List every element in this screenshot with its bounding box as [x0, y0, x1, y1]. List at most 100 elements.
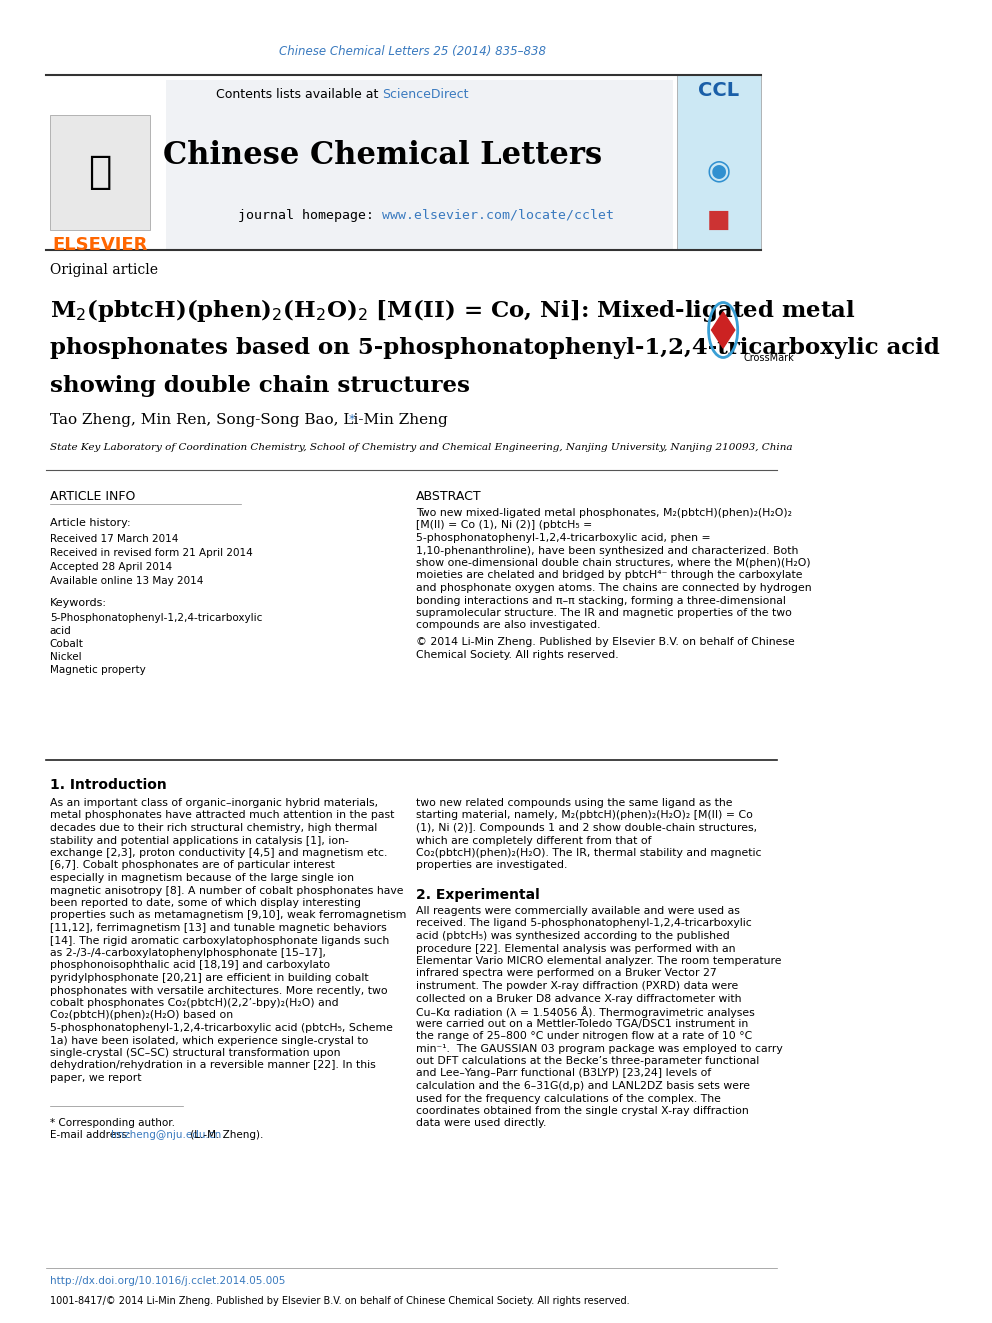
- Text: magnetic anisotropy [8]. A number of cobalt phosphonates have: magnetic anisotropy [8]. A number of cob…: [50, 885, 404, 896]
- Text: Cobalt: Cobalt: [50, 639, 83, 650]
- Text: [14]. The rigid aromatic carboxylatophosphonate ligands such: [14]. The rigid aromatic carboxylatophos…: [50, 935, 389, 946]
- Text: 5-Phosphonatophenyl-1,2,4-tricarboxylic: 5-Phosphonatophenyl-1,2,4-tricarboxylic: [50, 613, 262, 623]
- FancyBboxPatch shape: [50, 115, 150, 230]
- Text: Original article: Original article: [50, 263, 158, 277]
- Text: ScienceDirect: ScienceDirect: [382, 89, 469, 102]
- Text: Contents lists available at: Contents lists available at: [216, 89, 382, 102]
- Text: Co₂(pbtcH)(phen)₂(H₂O) based on: Co₂(pbtcH)(phen)₂(H₂O) based on: [50, 1011, 233, 1020]
- Text: starting material, namely, M₂(pbtcH)(phen)₂(H₂O)₂ [M(II) = Co: starting material, namely, M₂(pbtcH)(phe…: [416, 811, 753, 820]
- Text: Accepted 28 April 2014: Accepted 28 April 2014: [50, 562, 172, 572]
- Text: dehydration/rehydration in a reversible manner [22]. In this: dehydration/rehydration in a reversible …: [50, 1061, 376, 1070]
- Text: min⁻¹.  The GAUSSIAN 03 program package was employed to carry: min⁻¹. The GAUSSIAN 03 program package w…: [416, 1044, 783, 1053]
- Text: Two new mixed-ligated metal phosphonates, M₂(pbtcH)(phen)₂(H₂O)₂: Two new mixed-ligated metal phosphonates…: [416, 508, 792, 519]
- Text: showing double chain structures: showing double chain structures: [50, 374, 470, 397]
- Text: ◉: ◉: [707, 156, 731, 184]
- Text: Received 17 March 2014: Received 17 March 2014: [50, 534, 179, 544]
- Text: [M(II) = Co (1), Ni (2)] (pbtcH₅ =: [M(II) = Co (1), Ni (2)] (pbtcH₅ =: [416, 520, 592, 531]
- Text: (1), Ni (2)]. Compounds 1 and 2 show double-chain structures,: (1), Ni (2)]. Compounds 1 and 2 show dou…: [416, 823, 757, 833]
- Text: ELSEVIER: ELSEVIER: [52, 235, 148, 254]
- Text: [6,7]. Cobalt phosphonates are of particular interest: [6,7]. Cobalt phosphonates are of partic…: [50, 860, 334, 871]
- Text: 1001-8417/© 2014 Li-Min Zheng. Published by Elsevier B.V. on behalf of Chinese C: 1001-8417/© 2014 Li-Min Zheng. Published…: [50, 1297, 630, 1306]
- Text: which are completely different from that of: which are completely different from that…: [416, 836, 651, 845]
- Text: phosphonoisophthalic acid [18,19] and carboxylato: phosphonoisophthalic acid [18,19] and ca…: [50, 960, 330, 971]
- Text: State Key Laboratory of Coordination Chemistry, School of Chemistry and Chemical: State Key Laboratory of Coordination Che…: [50, 443, 793, 452]
- Text: acid (pbtcH₅) was synthesized according to the published: acid (pbtcH₅) was synthesized according …: [416, 931, 729, 941]
- Text: calculation and the 6–31G(d,p) and LANL2DZ basis sets were: calculation and the 6–31G(d,p) and LANL2…: [416, 1081, 750, 1091]
- Text: infrared spectra were performed on a Bruker Vector 27: infrared spectra were performed on a Bru…: [416, 968, 716, 979]
- Text: 1a) have been isolated, which experience single-crystal to: 1a) have been isolated, which experience…: [50, 1036, 368, 1045]
- Text: (L.-M. Zheng).: (L.-M. Zheng).: [187, 1130, 264, 1139]
- Text: especially in magnetism because of the large single ion: especially in magnetism because of the l…: [50, 873, 354, 882]
- Text: Cu–Kα radiation (λ = 1.54056 Å). Thermogravimetric analyses: Cu–Kα radiation (λ = 1.54056 Å). Thermog…: [416, 1005, 754, 1017]
- FancyBboxPatch shape: [46, 75, 167, 250]
- Text: phosphonates with versatile architectures. More recently, two: phosphonates with versatile architecture…: [50, 986, 388, 995]
- Text: pyridylphosphonate [20,21] are efficient in building cobalt: pyridylphosphonate [20,21] are efficient…: [50, 972, 368, 983]
- Text: been reported to date, some of which display interesting: been reported to date, some of which dis…: [50, 898, 361, 908]
- Text: * Corresponding author.: * Corresponding author.: [50, 1118, 175, 1127]
- Text: two new related compounds using the same ligand as the: two new related compounds using the same…: [416, 798, 732, 808]
- Text: bonding interactions and π–π stacking, forming a three-dimensional: bonding interactions and π–π stacking, f…: [416, 595, 786, 606]
- Text: Co₂(pbtcH)(phen)₂(H₂O). The IR, thermal stability and magnetic: Co₂(pbtcH)(phen)₂(H₂O). The IR, thermal …: [416, 848, 761, 859]
- Text: coordinates obtained from the single crystal X-ray diffraction: coordinates obtained from the single cry…: [416, 1106, 748, 1117]
- Text: the range of 25–800 °C under nitrogen flow at a rate of 10 °C: the range of 25–800 °C under nitrogen fl…: [416, 1031, 752, 1041]
- Text: www.elsevier.com/locate/cclet: www.elsevier.com/locate/cclet: [382, 209, 614, 221]
- Text: Keywords:: Keywords:: [50, 598, 107, 609]
- Text: Elementar Vario MICRO elemental analyzer. The room temperature: Elementar Vario MICRO elemental analyzer…: [416, 957, 781, 966]
- Text: [11,12], ferrimagnetism [13] and tunable magnetic behaviors: [11,12], ferrimagnetism [13] and tunable…: [50, 923, 387, 933]
- Text: lmzheng@nju.edu.cn: lmzheng@nju.edu.cn: [110, 1130, 221, 1139]
- Text: metal phosphonates have attracted much attention in the past: metal phosphonates have attracted much a…: [50, 811, 394, 820]
- Text: procedure [22]. Elemental analysis was performed with an: procedure [22]. Elemental analysis was p…: [416, 943, 735, 954]
- Text: out DFT calculations at the Becke’s three-parameter functional: out DFT calculations at the Becke’s thre…: [416, 1056, 759, 1066]
- Text: Available online 13 May 2014: Available online 13 May 2014: [50, 576, 203, 586]
- Text: 5-phosphonatophenyl-1,2,4-tricarboxylic acid (pbtcH₅, Scheme: 5-phosphonatophenyl-1,2,4-tricarboxylic …: [50, 1023, 393, 1033]
- FancyBboxPatch shape: [50, 79, 674, 250]
- Polygon shape: [711, 312, 735, 348]
- Text: journal homepage:: journal homepage:: [238, 209, 382, 221]
- Text: collected on a Bruker D8 advance X-ray diffractometer with: collected on a Bruker D8 advance X-ray d…: [416, 994, 741, 1004]
- Text: All reagents were commercially available and were used as: All reagents were commercially available…: [416, 906, 739, 916]
- Text: CrossMark: CrossMark: [744, 353, 795, 363]
- Text: stability and potential applications in catalysis [1], ion-: stability and potential applications in …: [50, 836, 349, 845]
- Text: exchange [2,3], proton conductivity [4,5] and magnetism etc.: exchange [2,3], proton conductivity [4,5…: [50, 848, 387, 859]
- Text: decades due to their rich structural chemistry, high thermal: decades due to their rich structural che…: [50, 823, 377, 833]
- Text: M$_2$(pbtcH)(phen)$_2$(H$_2$O)$_2$ [M(II) = Co, Ni]: Mixed-ligated metal: M$_2$(pbtcH)(phen)$_2$(H$_2$O)$_2$ [M(II…: [50, 296, 855, 324]
- Text: cobalt phosphonates Co₂(pbtcH)(2,2’-bpy)₂(H₂O) and: cobalt phosphonates Co₂(pbtcH)(2,2’-bpy)…: [50, 998, 338, 1008]
- Text: Magnetic property: Magnetic property: [50, 665, 146, 675]
- Text: Chemical Society. All rights reserved.: Chemical Society. All rights reserved.: [416, 650, 618, 659]
- Text: Nickel: Nickel: [50, 652, 81, 662]
- Text: moieties are chelated and bridged by pbtcH⁴⁻ through the carboxylate: moieties are chelated and bridged by pbt…: [416, 570, 803, 581]
- Text: show one-dimensional double chain structures, where the M(phen)(H₂O): show one-dimensional double chain struct…: [416, 558, 810, 568]
- Text: properties such as metamagnetism [9,10], weak ferromagnetism: properties such as metamagnetism [9,10],…: [50, 910, 407, 921]
- Text: single-crystal (SC–SC) structural transformation upon: single-crystal (SC–SC) structural transf…: [50, 1048, 340, 1058]
- Text: and Lee–Yang–Parr functional (B3LYP) [23,24] levels of: and Lee–Yang–Parr functional (B3LYP) [23…: [416, 1069, 711, 1078]
- Text: used for the frequency calculations of the complex. The: used for the frequency calculations of t…: [416, 1094, 720, 1103]
- Text: E-mail address:: E-mail address:: [50, 1130, 134, 1139]
- Text: Article history:: Article history:: [50, 519, 131, 528]
- Text: http://dx.doi.org/10.1016/j.cclet.2014.05.005: http://dx.doi.org/10.1016/j.cclet.2014.0…: [50, 1275, 286, 1286]
- Text: 🌳: 🌳: [88, 153, 111, 191]
- Text: 1,10-phenanthroline), have been synthesized and characterized. Both: 1,10-phenanthroline), have been synthesi…: [416, 545, 798, 556]
- Text: 1. Introduction: 1. Introduction: [50, 778, 167, 792]
- Text: paper, we report: paper, we report: [50, 1073, 142, 1084]
- Text: ABSTRACT: ABSTRACT: [416, 490, 481, 503]
- Text: © 2014 Li-Min Zheng. Published by Elsevier B.V. on behalf of Chinese: © 2014 Li-Min Zheng. Published by Elsevi…: [416, 636, 795, 647]
- Text: Tao Zheng, Min Ren, Song-Song Bao, Li-Min Zheng: Tao Zheng, Min Ren, Song-Song Bao, Li-Mi…: [50, 413, 447, 427]
- Text: received. The ligand 5-phosphonatophenyl-1,2,4-tricarboxylic: received. The ligand 5-phosphonatophenyl…: [416, 918, 751, 929]
- Text: properties are investigated.: properties are investigated.: [416, 860, 567, 871]
- Text: as 2-/3-/4-carboxylatophenylphosphonate [15–17],: as 2-/3-/4-carboxylatophenylphosphonate …: [50, 949, 325, 958]
- Text: compounds are also investigated.: compounds are also investigated.: [416, 620, 600, 631]
- Text: Chinese Chemical Letters 25 (2014) 835–838: Chinese Chemical Letters 25 (2014) 835–8…: [279, 45, 546, 58]
- Text: phosphonates based on 5-phosphonatophenyl-1,2,4-tricarboxylic acid: phosphonates based on 5-phosphonatopheny…: [50, 337, 939, 359]
- Text: As an important class of organic–inorganic hybrid materials,: As an important class of organic–inorgan…: [50, 798, 378, 808]
- Text: 2. Experimental: 2. Experimental: [416, 888, 540, 902]
- Text: CCL: CCL: [698, 81, 740, 99]
- Text: Chinese Chemical Letters: Chinese Chemical Letters: [163, 139, 602, 171]
- Text: supramolecular structure. The IR and magnetic properties of the two: supramolecular structure. The IR and mag…: [416, 609, 792, 618]
- Text: ARTICLE INFO: ARTICLE INFO: [50, 490, 135, 503]
- Text: acid: acid: [50, 626, 71, 636]
- Text: *: *: [349, 414, 355, 426]
- Text: and phosphonate oxygen atoms. The chains are connected by hydrogen: and phosphonate oxygen atoms. The chains…: [416, 583, 811, 593]
- Text: instrument. The powder X-ray diffraction (PXRD) data were: instrument. The powder X-ray diffraction…: [416, 980, 738, 991]
- Text: were carried out on a Mettler-Toledo TGA/DSC1 instrument in: were carried out on a Mettler-Toledo TGA…: [416, 1019, 748, 1028]
- Text: ■: ■: [707, 208, 731, 232]
